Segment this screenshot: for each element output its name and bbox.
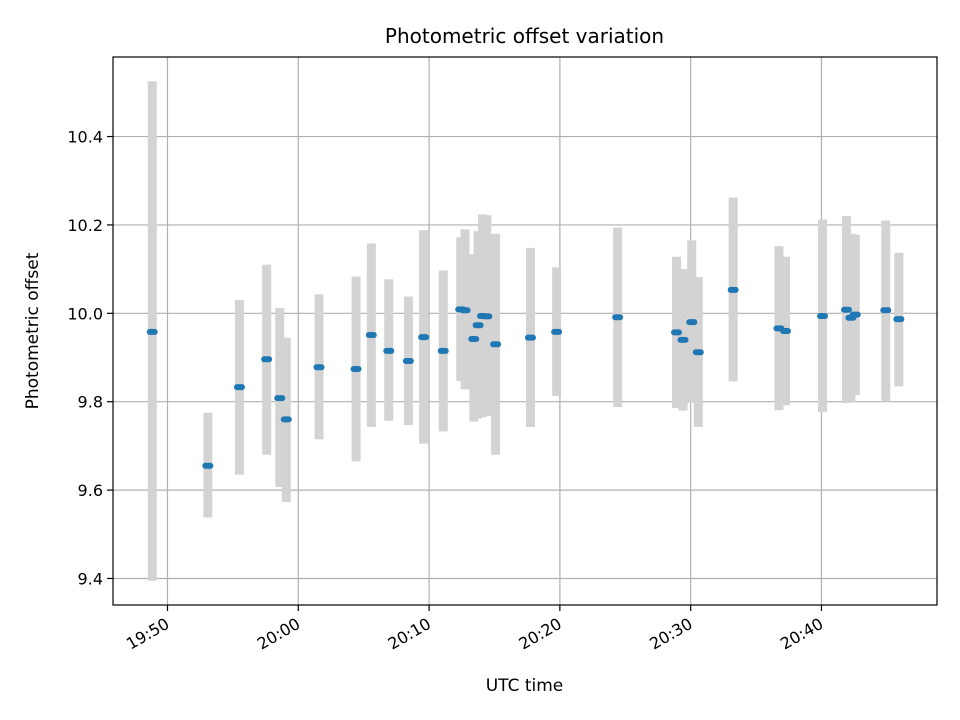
data-point [551, 328, 563, 335]
data-point [261, 356, 273, 363]
data-point [365, 331, 377, 338]
data-point [280, 416, 292, 423]
data-point [727, 286, 739, 293]
data-point [418, 334, 430, 341]
data-point [468, 335, 480, 342]
data-point [274, 395, 286, 402]
data-point [233, 384, 245, 391]
data-point [893, 316, 905, 323]
data-point [383, 347, 395, 354]
data-point [692, 349, 704, 356]
data-point [817, 312, 829, 319]
data-point [841, 306, 853, 313]
data-point [402, 358, 414, 365]
y-axis-ticks: 9.4 9.6 9.8 10.0 10.2 10.4 [67, 128, 113, 588]
data-point [146, 328, 158, 335]
grid-lines [113, 57, 937, 605]
data-point [472, 322, 484, 329]
plot-area [112, 56, 938, 606]
data-point [880, 307, 892, 314]
data-point [202, 462, 214, 469]
data-point [779, 328, 791, 334]
data-point [437, 347, 449, 354]
y-tick-label: 10.4 [67, 128, 103, 147]
data-point [686, 319, 698, 326]
y-tick-label: 9.8 [78, 393, 103, 412]
y-tick-label: 9.4 [78, 569, 103, 588]
data-point [313, 364, 325, 371]
y-tick-label: 10.2 [67, 216, 103, 235]
chart-title: Photometric offset variation [385, 24, 664, 48]
data-point [612, 314, 624, 321]
data-point [677, 336, 689, 343]
x-axis-label: UTC time [486, 676, 564, 696]
plot-frame [112, 56, 938, 606]
data-markers [146, 286, 905, 469]
data-point [481, 313, 493, 320]
data-point [524, 334, 536, 341]
data-point [490, 341, 502, 348]
data-point [671, 329, 683, 336]
data-point [459, 307, 471, 314]
data-point [350, 366, 362, 373]
y-tick-label: 10.0 [67, 304, 103, 323]
data-point [849, 311, 861, 318]
y-axis-label: Photometric offset [23, 252, 43, 409]
plot-background [113, 57, 937, 605]
y-tick-label: 9.6 [78, 481, 103, 500]
